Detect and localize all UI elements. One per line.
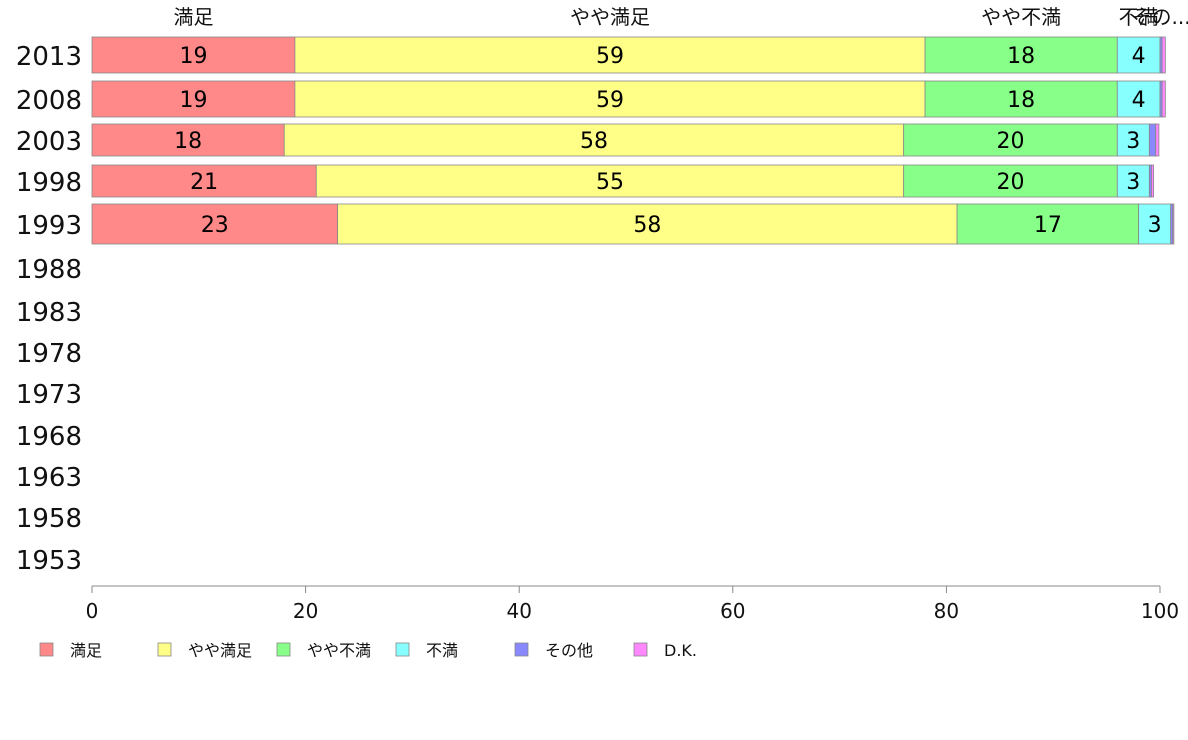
data-label-1998-1: 55 xyxy=(596,170,624,195)
x-tick-label-100: 100 xyxy=(1141,599,1179,623)
bar-2003-2 xyxy=(903,123,1118,157)
bar-2003-3 xyxy=(1116,123,1150,157)
x-tick-label-0: 0 xyxy=(86,599,99,623)
top-segment-label-1: やや満足 xyxy=(570,5,650,29)
legend-label-4: その他 xyxy=(545,641,593,660)
bar-1993-5 xyxy=(1172,203,1175,245)
bar-2013-0 xyxy=(91,36,296,74)
data-label-1998-3: 3 xyxy=(1126,170,1140,195)
bar-2013-5 xyxy=(1161,36,1166,74)
bar-2008-3 xyxy=(1116,80,1161,118)
category-label-1993: 1993 xyxy=(16,211,82,241)
bar-1998-5 xyxy=(1151,164,1154,198)
data-label-2008-2: 18 xyxy=(1007,88,1035,113)
top-segment-label-2: やや不満 xyxy=(981,5,1061,29)
bar-2003-5 xyxy=(1155,123,1160,157)
data-label-1993-1: 58 xyxy=(633,213,661,238)
category-label-1958: 1958 xyxy=(16,504,82,534)
category-label-1968: 1968 xyxy=(16,422,82,452)
x-tick-label-20: 20 xyxy=(293,599,318,623)
legend-label-2: やや不満 xyxy=(307,641,371,660)
bar-2008-2 xyxy=(924,80,1118,118)
bar-2013-1 xyxy=(294,36,926,74)
bar-1998-2 xyxy=(903,164,1118,198)
legend-swatch-3 xyxy=(395,642,410,657)
data-label-2003-0: 18 xyxy=(174,129,202,154)
top-segment-label-4: その... xyxy=(1132,5,1188,29)
category-label-1953: 1953 xyxy=(16,546,82,576)
legend-label-0: 満足 xyxy=(70,641,102,660)
legend-swatch-2 xyxy=(276,642,291,657)
legend-swatch-1 xyxy=(157,642,172,657)
data-label-2003-2: 20 xyxy=(996,129,1024,154)
bar-2008-1 xyxy=(294,80,926,118)
data-label-1993-2: 17 xyxy=(1034,213,1062,238)
bar-2003-4 xyxy=(1148,123,1157,157)
legend-label-5: D.K. xyxy=(664,641,697,660)
legend-label-3: 不満 xyxy=(426,641,458,660)
data-label-2008-1: 59 xyxy=(596,88,624,113)
x-tick-label-80: 80 xyxy=(934,599,959,623)
category-label-1998: 1998 xyxy=(16,168,82,198)
legend-label-1: やや満足 xyxy=(188,641,252,660)
bar-2008-5 xyxy=(1161,80,1166,118)
data-label-1993-0: 23 xyxy=(201,213,229,238)
legend-swatch-0 xyxy=(39,642,54,657)
bar-1998-0 xyxy=(91,164,317,198)
data-label-2013-1: 59 xyxy=(596,44,624,69)
category-label-1963: 1963 xyxy=(16,463,82,493)
bar-1998-1 xyxy=(315,164,905,198)
category-label-2013: 2013 xyxy=(16,42,82,72)
bar-2003-0 xyxy=(91,123,285,157)
category-label-1978: 1978 xyxy=(16,339,82,369)
data-label-2003-1: 58 xyxy=(580,129,608,154)
data-label-2013-2: 18 xyxy=(1007,44,1035,69)
top-segment-label-3: 不満 xyxy=(1119,5,1159,29)
legend-swatch-5 xyxy=(633,642,648,657)
bar-2008-0 xyxy=(91,80,296,118)
x-tick-label-40: 40 xyxy=(506,599,531,623)
category-label-1973: 1973 xyxy=(16,380,82,410)
category-label-1983: 1983 xyxy=(16,298,82,328)
bar-2013-2 xyxy=(924,36,1118,74)
bar-1993-2 xyxy=(956,203,1140,245)
bar-1993-1 xyxy=(337,203,958,245)
bar-1993-3 xyxy=(1138,203,1172,245)
data-label-1993-3: 3 xyxy=(1148,213,1162,238)
category-label-2003: 2003 xyxy=(16,127,82,157)
data-label-2008-3: 4 xyxy=(1132,88,1146,113)
data-label-1998-0: 21 xyxy=(190,170,218,195)
category-label-2008: 2008 xyxy=(16,86,82,116)
category-label-1988: 1988 xyxy=(16,255,82,285)
bar-1993-0 xyxy=(91,203,339,245)
legend-swatch-4 xyxy=(514,642,529,657)
bar-1998-3 xyxy=(1116,164,1150,198)
x-tick-label-60: 60 xyxy=(720,599,745,623)
data-label-2003-3: 3 xyxy=(1126,129,1140,154)
data-label-2013-3: 4 xyxy=(1132,44,1146,69)
top-segment-label-0: 満足 xyxy=(173,5,213,29)
data-label-2008-0: 19 xyxy=(179,88,207,113)
data-label-1998-2: 20 xyxy=(996,170,1024,195)
data-label-2013-0: 19 xyxy=(179,44,207,69)
